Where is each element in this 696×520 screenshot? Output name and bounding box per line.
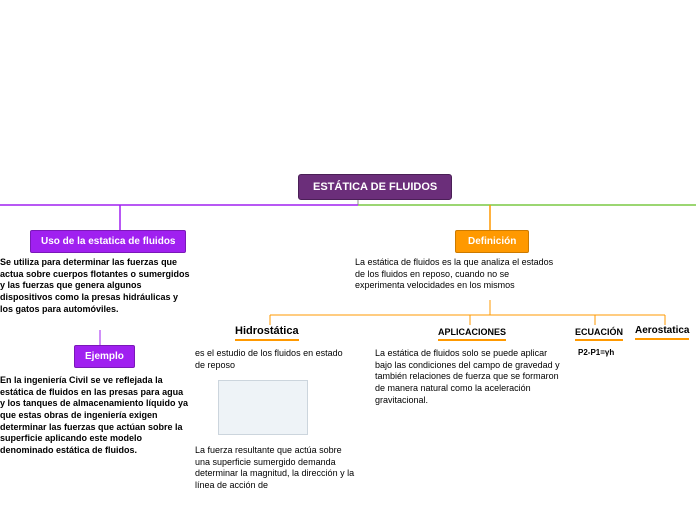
ecuacion-node: ECUACIÓN <box>575 327 623 341</box>
root-title: ESTÁTICA DE FLUIDOS <box>313 181 437 193</box>
definicion-text: La estática de fluidos es la que analiza… <box>355 257 555 292</box>
hidrostatica-text2: La fuerza resultante que actúa sobre una… <box>195 445 355 492</box>
aerostatica-node: Aerostatica <box>635 325 689 340</box>
uso-text: Se utiliza para determinar las fuerzas q… <box>0 257 190 315</box>
hidrostatica-node: Hidrostática <box>235 325 299 341</box>
uso-title: Uso de la estatica de fluidos <box>41 236 175 247</box>
ejemplo-node: Ejemplo <box>74 345 135 368</box>
hidrostatica-title: Hidrostática <box>235 325 299 341</box>
aplicaciones-title: APLICACIONES <box>438 327 506 341</box>
ecuacion-title: ECUACIÓN <box>575 327 623 341</box>
aplicaciones-text: La estática de fluidos solo se puede apl… <box>375 348 560 406</box>
ejemplo-title: Ejemplo <box>85 351 124 362</box>
aerostatica-title: Aerostatica <box>635 325 689 340</box>
definicion-node: Definición <box>455 230 529 253</box>
hidrostatica-text: es el estudio de los fluidos en estado d… <box>195 348 355 371</box>
hidrostatica-diagram <box>218 380 308 435</box>
ecuacion-text: P2-P1=γh <box>578 348 614 357</box>
aplicaciones-node: APLICACIONES <box>438 327 506 341</box>
root-node: ESTÁTICA DE FLUIDOS <box>298 174 452 200</box>
ejemplo-text: En la ingeniería Civil se ve reflejada l… <box>0 375 190 457</box>
uso-node: Uso de la estatica de fluidos <box>30 230 186 253</box>
definicion-title: Definición <box>468 236 516 247</box>
